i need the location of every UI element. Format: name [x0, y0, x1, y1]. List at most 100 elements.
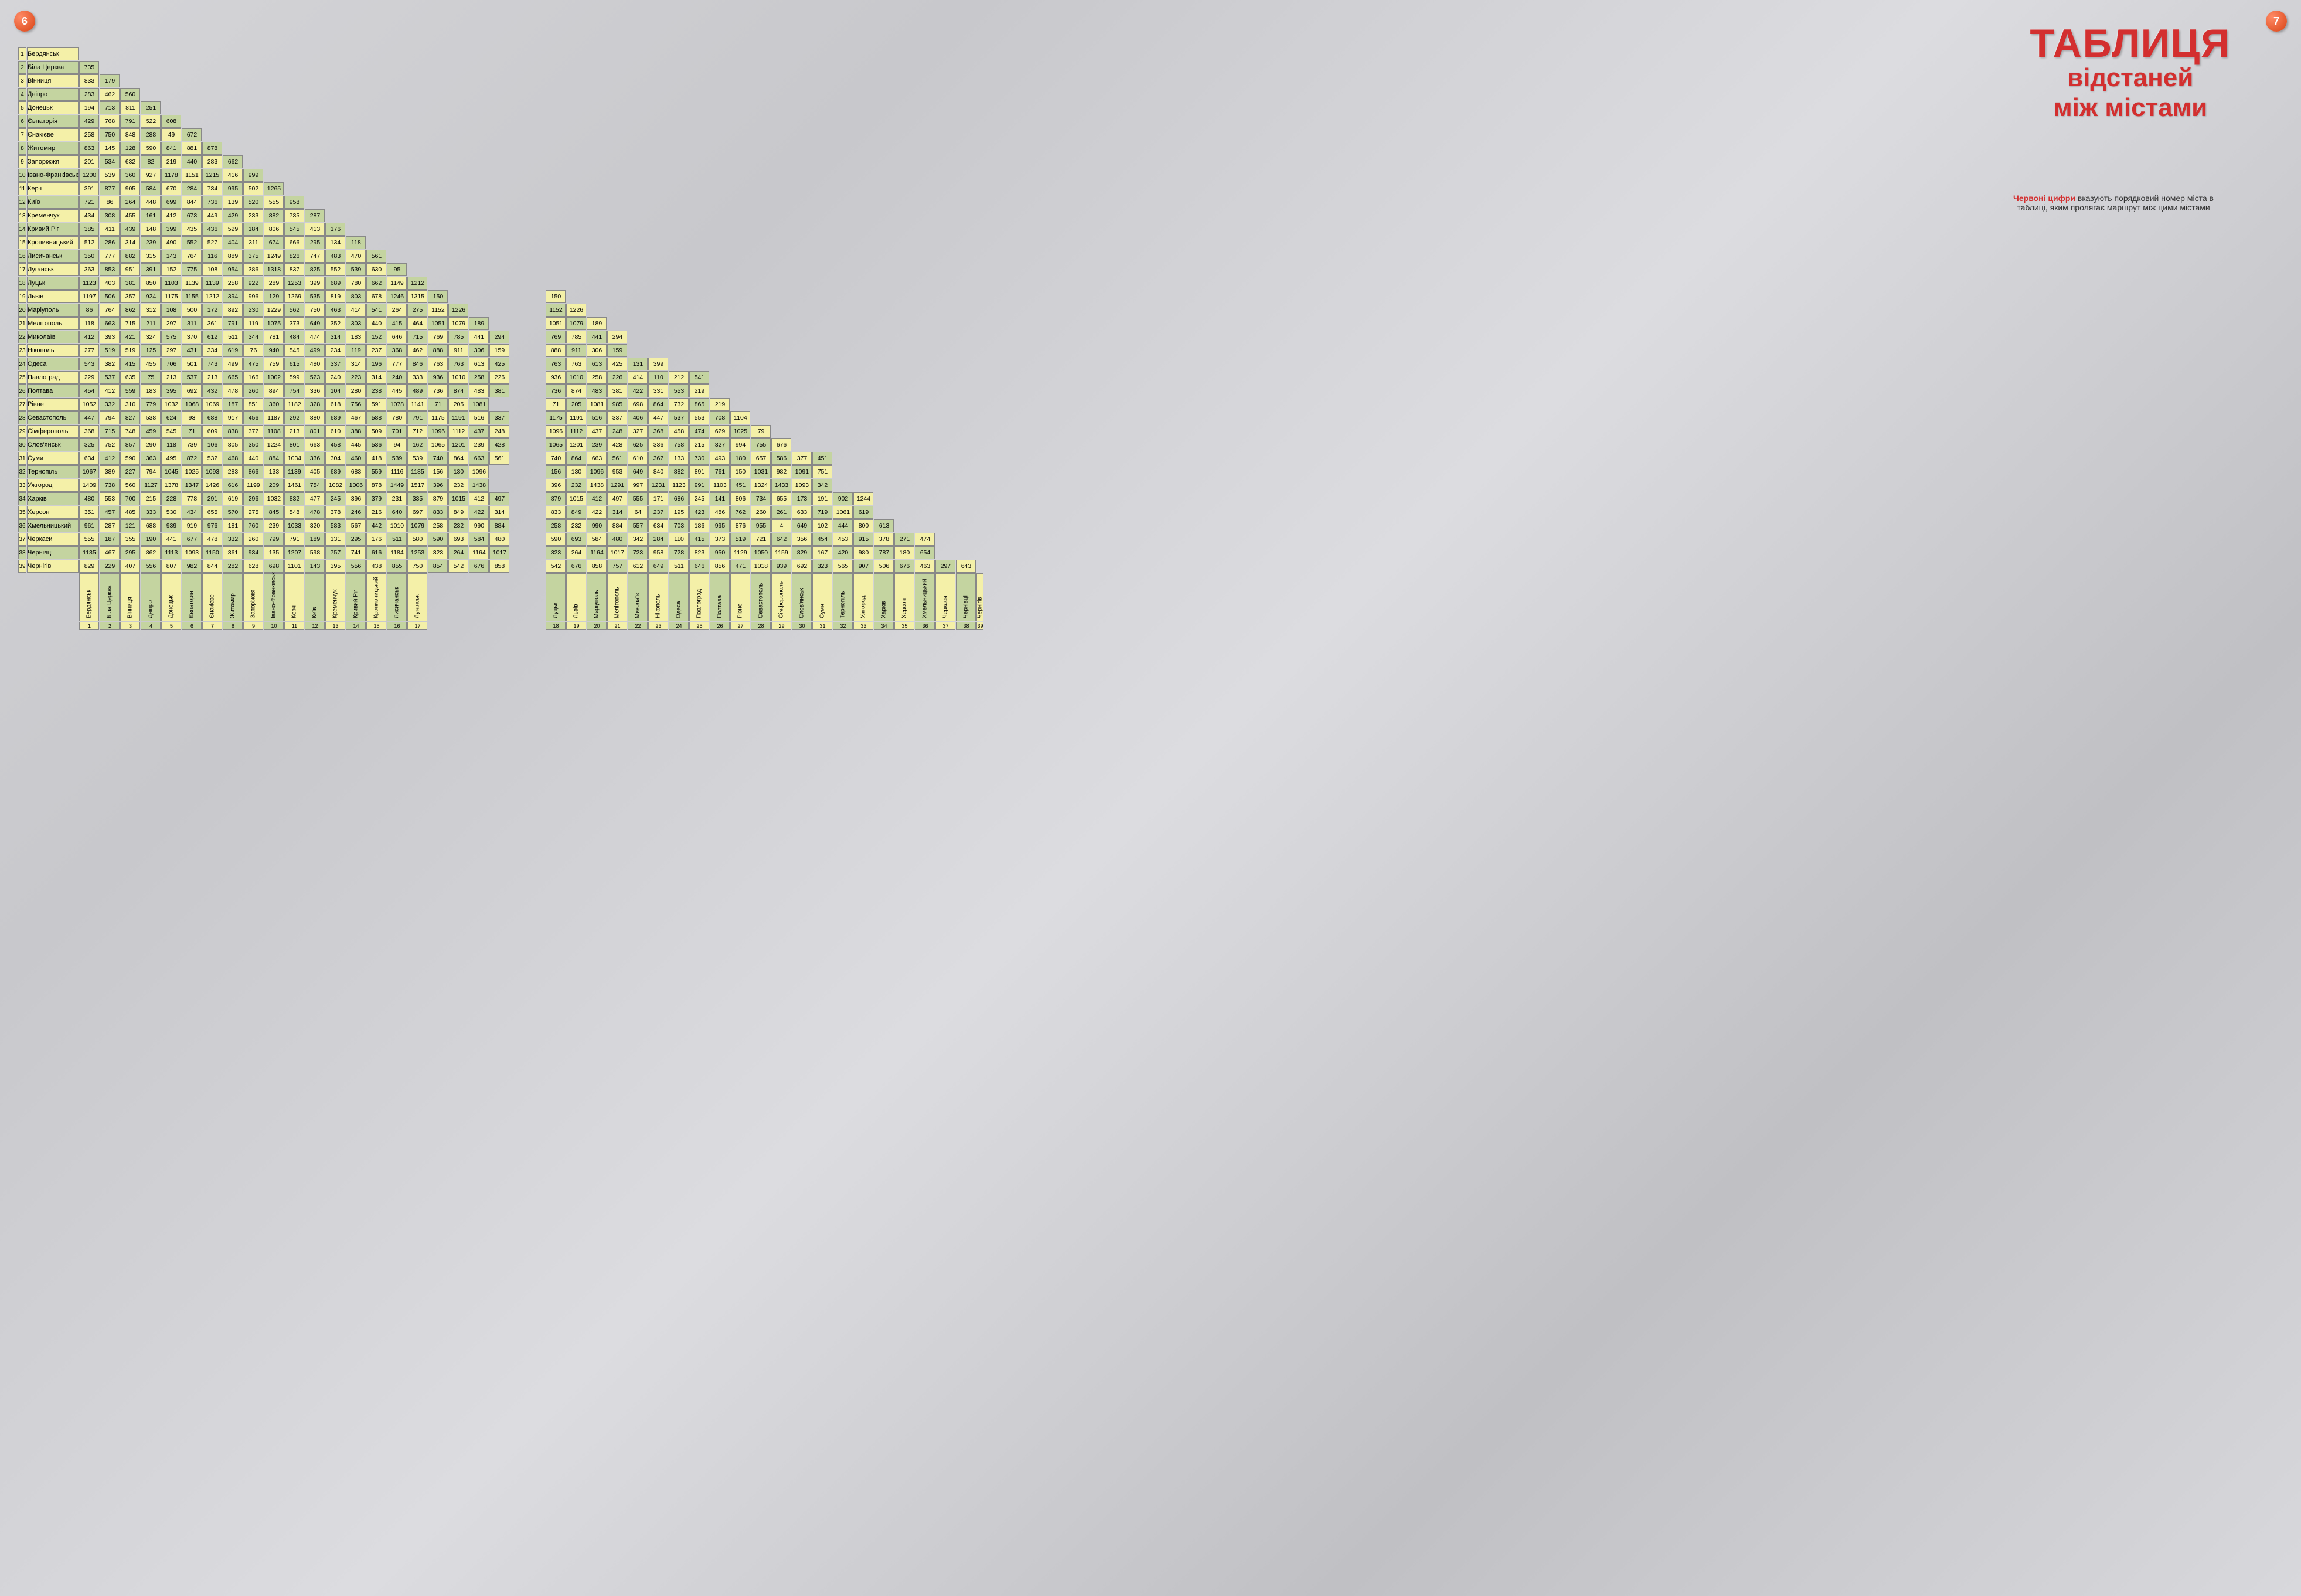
distance-cell: 368: [387, 344, 407, 357]
distance-cell: 75: [141, 371, 161, 384]
distance-cell: 379: [366, 492, 386, 505]
distance-cell: 609: [202, 425, 222, 438]
distance-cell: 829: [79, 560, 99, 573]
distance-cell: 422: [628, 384, 648, 397]
distance-cell: 516: [587, 411, 607, 424]
distance-cell: 414: [346, 304, 366, 317]
distance-cell: 663: [305, 438, 325, 451]
distance-cell: 673: [182, 209, 202, 222]
distance-cell: 277: [79, 344, 99, 357]
distance-cell: 404: [223, 236, 243, 249]
distance-cell: 539: [387, 452, 407, 465]
distance-cell: 1212: [407, 277, 427, 290]
col-number: 24: [669, 622, 689, 630]
distance-cell: 412: [79, 331, 99, 343]
distance-cell: 108: [202, 263, 222, 276]
distance-cell: 882: [120, 250, 140, 263]
col-city-label: Чернігів: [976, 573, 983, 621]
distance-cell: 429: [79, 115, 99, 128]
distance-cell: 902: [833, 492, 853, 505]
distance-cell: 757: [325, 546, 345, 559]
distance-cell: 1224: [264, 438, 284, 451]
row-number: 38: [18, 546, 26, 559]
distance-cell: 586: [771, 452, 791, 465]
city-label: Тернопіль: [27, 465, 79, 478]
distance-cell: 440: [243, 452, 263, 465]
distance-cell: 233: [243, 209, 263, 222]
distance-cell: 483: [587, 384, 607, 397]
distance-cell: 1045: [161, 465, 181, 478]
col-number: 1: [79, 622, 99, 630]
distance-cell: 721: [751, 533, 771, 546]
distance-cell: 110: [648, 371, 668, 384]
distance-cell: 1025: [730, 425, 750, 438]
city-label: Лисичанськ: [27, 250, 79, 263]
distance-cell: 891: [689, 465, 709, 478]
col-city-label: Рівне: [730, 573, 750, 621]
distance-cell: 791: [284, 533, 304, 546]
col-number: 37: [935, 622, 955, 630]
row-number: 25: [18, 371, 26, 384]
distance-cell: 519: [730, 533, 750, 546]
distance-cell: 688: [202, 411, 222, 424]
distance-cell: 823: [689, 546, 709, 559]
distance-cell: 663: [100, 317, 120, 330]
distance-cell: 1226: [566, 304, 586, 317]
distance-cell: 844: [182, 196, 202, 209]
city-label: Кременчук: [27, 209, 79, 222]
col-city-label: Луганськ: [407, 573, 427, 621]
distance-cell: 271: [894, 533, 914, 546]
distance-cell: 825: [305, 263, 325, 276]
distance-cell: 297: [161, 344, 181, 357]
distance-cell: 561: [366, 250, 386, 263]
distance-cell: 562: [284, 304, 304, 317]
distance-cell: 1291: [607, 479, 627, 492]
distance-cell: 141: [710, 492, 730, 505]
distance-cell: 189: [469, 317, 489, 330]
distance-cell: 857: [120, 438, 140, 451]
distance-cell: 287: [100, 519, 120, 532]
distance-cell: 232: [448, 519, 468, 532]
distance-cell: 378: [325, 506, 345, 519]
col-number: 38: [956, 622, 976, 630]
distance-cell: 375: [243, 250, 263, 263]
row-number: 8: [18, 142, 26, 155]
distance-cell: 399: [161, 223, 181, 236]
distance-cell: 768: [100, 115, 120, 128]
distance-cell: 231: [387, 492, 407, 505]
distance-cell: 519: [120, 344, 140, 357]
distance-cell: 363: [141, 452, 161, 465]
distance-cell: 320: [305, 519, 325, 532]
col-number: 39: [976, 622, 983, 630]
row-number: 5: [18, 101, 26, 114]
distance-cell: 583: [325, 519, 345, 532]
distance-cell: 907: [853, 560, 873, 573]
col-number: 11: [284, 622, 304, 630]
distance-cell: 1091: [792, 465, 812, 478]
distance-cell: 389: [100, 465, 120, 478]
distance-cell: 303: [346, 317, 366, 330]
distance-cell: 800: [853, 519, 873, 532]
distance-cell: 780: [387, 411, 407, 424]
col-city-label: Маріуполь: [587, 573, 607, 621]
distance-cell: 205: [448, 398, 468, 411]
col-city-label: Львів: [566, 573, 586, 621]
distance-cell: 850: [141, 277, 161, 290]
distance-cell: 794: [100, 411, 120, 424]
distance-cell: 876: [730, 519, 750, 532]
distance-cell: 336: [648, 438, 668, 451]
distance-cell: 877: [100, 182, 120, 195]
row-number: 14: [18, 223, 26, 236]
distance-cell: 429: [223, 209, 243, 222]
distance-cell: 439: [120, 223, 140, 236]
distance-cell: 1150: [202, 546, 222, 559]
distance-cell: 393: [100, 331, 120, 343]
distance-cell: 119: [346, 344, 366, 357]
distance-cell: 195: [669, 506, 689, 519]
distance-cell: 739: [182, 438, 202, 451]
distance-cell: 625: [628, 438, 648, 451]
distance-cell: 323: [812, 560, 832, 573]
distance-cell: 715: [100, 425, 120, 438]
distance-cell: 775: [182, 263, 202, 276]
distance-cell: 187: [100, 533, 120, 546]
